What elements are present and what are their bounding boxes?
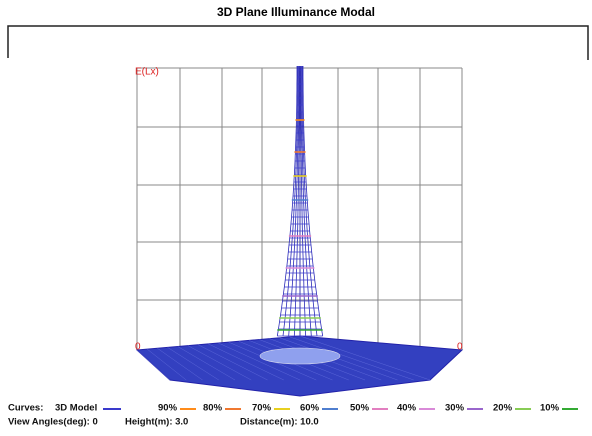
floor-mesh-line [136, 349, 171, 381]
info-distance: Distance(m): 10.0 [240, 417, 319, 428]
illuminance-spike [276, 65, 324, 337]
legend-label: 50% [350, 403, 370, 414]
floor-mesh-line [187, 345, 252, 381]
floor-mesh-line [157, 348, 203, 381]
legend-label: 20% [493, 403, 513, 414]
spike-mesh-line [301, 66, 312, 337]
floor-mesh-line [177, 346, 236, 381]
legend-label: 30% [445, 403, 465, 414]
legend-label: 60% [300, 403, 320, 414]
floor-mesh-line [279, 337, 398, 381]
legend-label: 3D Model [55, 403, 97, 414]
legend-label: 10% [540, 403, 560, 414]
origin-label: 0 [457, 342, 463, 353]
frame [7, 25, 589, 60]
floor-mesh-line [289, 336, 414, 381]
info-height: Height(m): 3.0 [125, 417, 188, 428]
legend-label: 40% [397, 403, 417, 414]
origin-label: 0 [135, 342, 141, 353]
floor-mesh-line [299, 335, 431, 381]
floor-mesh-line [208, 343, 284, 381]
spike-mesh-line [282, 65, 299, 337]
floor-mesh-line [167, 347, 219, 381]
legend-label: 70% [252, 403, 272, 414]
legend-label: 80% [203, 403, 223, 414]
spike-mesh-line [301, 66, 318, 337]
spike-mesh-line [293, 65, 300, 337]
spike-mesh-line [300, 66, 307, 337]
legend-heading: Curves: [8, 403, 43, 414]
spike-mesh-line [276, 66, 298, 337]
floor-mesh-line [198, 344, 268, 381]
spike-mesh-line [288, 66, 299, 337]
value-axis-label: E(Lx) [135, 67, 159, 78]
legend-label: 90% [158, 403, 178, 414]
spike-mesh-line [302, 66, 324, 337]
title: 3D Plane Illuminance Modal [217, 5, 375, 19]
floor-mesh-line [218, 342, 301, 381]
floor-peak [259, 347, 341, 365]
info-view-angles: View Angles(deg): 0 [8, 417, 98, 428]
legend: 3D Model 90% 80% 70% 60% 50% 40% 30% 20% 10% [55, 403, 578, 414]
floor-mesh-line [147, 348, 187, 381]
